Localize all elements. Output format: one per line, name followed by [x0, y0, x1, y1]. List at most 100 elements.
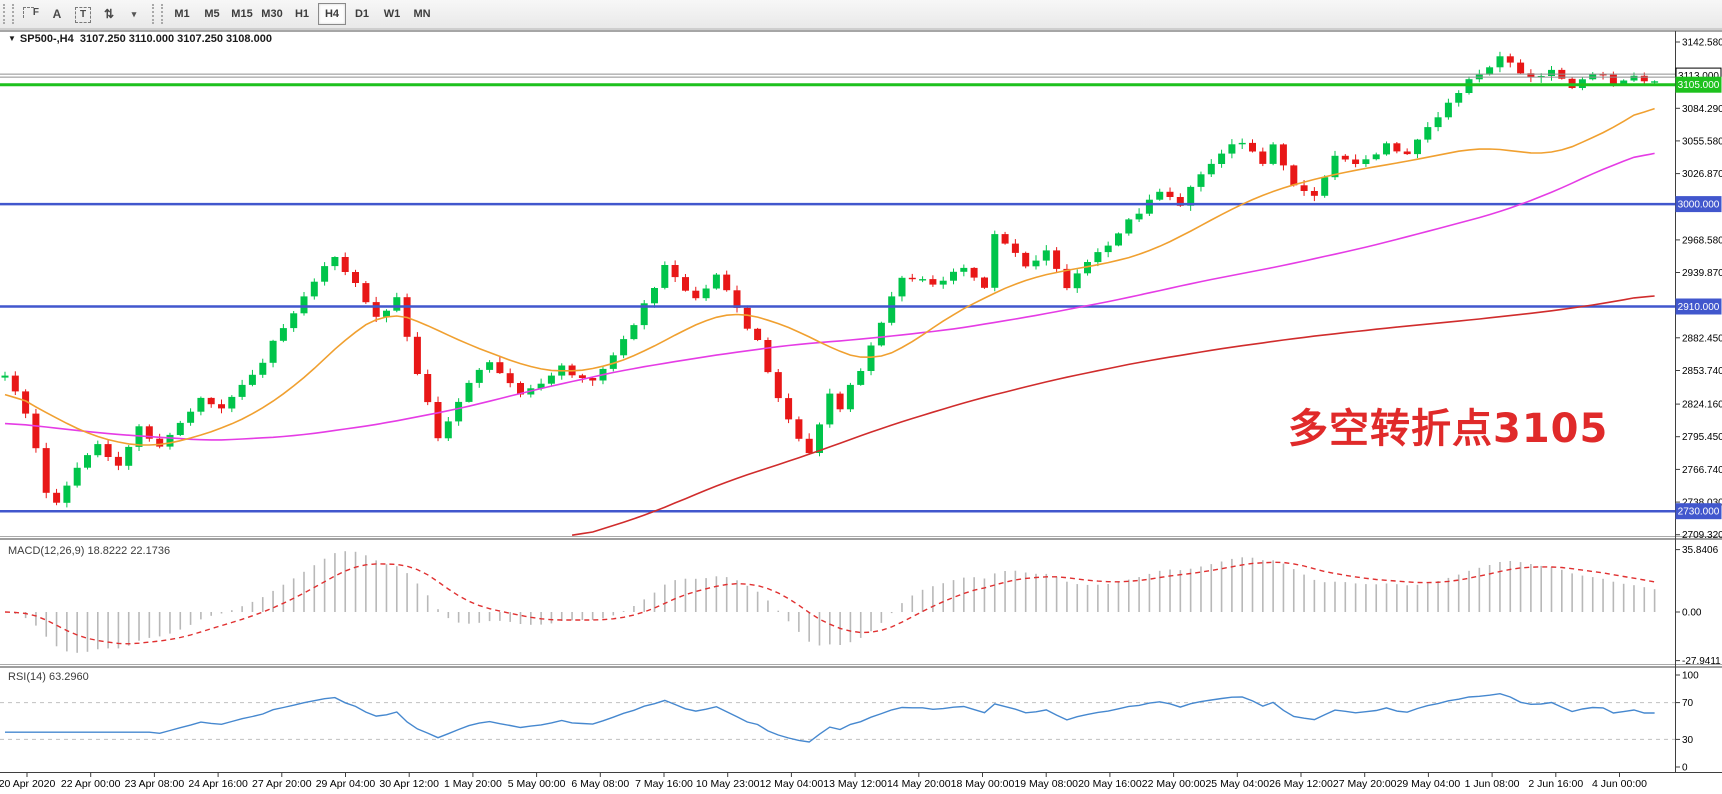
timeframe-h1-button[interactable]: H1: [294, 8, 310, 20]
svg-text:29 Apr 04:00: 29 Apr 04:00: [316, 778, 376, 790]
svg-text:25 May 04:00: 25 May 04:00: [1205, 778, 1269, 790]
price-badges: 3113.0003105.000 3000.000 2910.000 2730.000: [1675, 67, 1722, 520]
timeframe-m5-button[interactable]: M5: [204, 8, 220, 20]
svg-text:20 Apr 2020: 20 Apr 2020: [0, 778, 55, 790]
svg-text:35.8406: 35.8406: [1682, 545, 1719, 556]
svg-text:3142.580: 3142.580: [1682, 38, 1722, 49]
svg-text:0: 0: [1682, 763, 1688, 774]
rsi-indicator-label: RSI(14) 63.2960: [8, 671, 89, 683]
svg-text:70: 70: [1682, 698, 1694, 709]
macd-indicator-label: MACD(12,26,9) 18.8222 22.1736: [8, 545, 171, 557]
timeframe-group: M1 M5 M15 M30 H1 H4 D1 W1 MN: [167, 3, 437, 25]
rsi-line: [5, 692, 1655, 743]
timeframe-mn-button[interactable]: MN: [413, 8, 431, 20]
svg-text:14 May 20:00: 14 May 20:00: [887, 778, 951, 790]
svg-text:22 Apr 00:00: 22 Apr 00:00: [61, 778, 121, 790]
chart-canvas[interactable]: 3142.580 3084.290 3055.580 3026.870 2968.580…: [0, 28, 1722, 794]
tools-dropdown-caret[interactable]: ▾: [131, 9, 137, 19]
svg-text:-27.9411: -27.9411: [1682, 656, 1721, 667]
rsi-axis-labels: 100 70 30 0: [1675, 671, 1699, 774]
svg-text:3105.000: 3105.000: [1678, 80, 1720, 91]
svg-text:3000.000: 3000.000: [1678, 200, 1720, 211]
svg-text:7 May 16:00: 7 May 16:00: [635, 778, 693, 790]
ma-red-line: [571, 295, 1655, 536]
svg-text:2 Jun 16:00: 2 Jun 16:00: [1528, 778, 1583, 790]
svg-text:12 May 04:00: 12 May 04:00: [760, 778, 824, 790]
svg-text:27 Apr 20:00: 27 Apr 20:00: [252, 778, 312, 790]
svg-text:2824.160: 2824.160: [1682, 400, 1722, 411]
chart-title: ▼ SP500-,H4 3107.250 3110.000 3107.250 31…: [8, 33, 272, 45]
svg-text:2766.740: 2766.740: [1682, 465, 1722, 476]
candlesticks: [1, 51, 1659, 508]
svg-text:30 Apr 12:00: 30 Apr 12:00: [379, 778, 439, 790]
svg-text:10 May 23:00: 10 May 23:00: [696, 778, 760, 790]
annotation-text: 多空转折点3105: [1288, 406, 1609, 452]
svg-text:0.00: 0.00: [1682, 608, 1702, 619]
price-axis-labels: 3142.580 3084.290 3055.580 3026.870 2968.580…: [1675, 38, 1722, 541]
svg-text:30: 30: [1682, 735, 1694, 746]
time-axis[interactable]: [0, 773, 1722, 794]
text-tool-button[interactable]: A: [52, 7, 62, 21]
moving-averages: [4, 107, 1655, 536]
svg-text:2709.320: 2709.320: [1682, 530, 1722, 541]
macd-signal-value: 22.1736: [130, 545, 171, 557]
fibonacci-tool-button[interactable]: F: [19, 2, 43, 26]
macd-main-value: 18.8222: [87, 545, 128, 557]
fibonacci-icon: F: [23, 7, 39, 22]
svg-text:3113.000: 3113.000: [1678, 71, 1719, 82]
svg-text:2939.870: 2939.870: [1682, 268, 1722, 279]
svg-text:22 May 00:00: 22 May 00:00: [1142, 778, 1206, 790]
svg-text:1 Jun 08:00: 1 Jun 08:00: [1465, 778, 1520, 790]
rsi-value: 63.2960: [48, 671, 89, 683]
ma-orange-line: [4, 107, 1655, 446]
ohlc-values: 3107.250 3110.000 3107.250 3108.000: [79, 33, 272, 45]
text-label-tool-button[interactable]: T: [71, 2, 95, 26]
symbol-dropdown-marker[interactable]: ▼: [8, 34, 16, 43]
arrows-tool-button[interactable]: ⇅: [103, 7, 115, 21]
timeframe-m15-button[interactable]: M15: [231, 8, 253, 20]
svg-text:2730.000: 2730.000: [1678, 507, 1720, 518]
svg-text:3055.580: 3055.580: [1682, 136, 1722, 147]
timeframe-w1-button[interactable]: W1: [383, 8, 401, 20]
price-axis[interactable]: [1676, 31, 1722, 772]
svg-text:20 May 16:00: 20 May 16:00: [1078, 778, 1142, 790]
svg-text:13 May 12:00: 13 May 12:00: [823, 778, 887, 790]
macd-axis-labels: 35.8406 0.00 -27.9411: [1675, 545, 1721, 667]
toolbar: F A T ⇅ ▾ M1 M5 M15 M30 H1 H4 D1 W1 MN: [0, 0, 1722, 29]
svg-text:2795.450: 2795.450: [1682, 432, 1722, 443]
timeframe-group-handle[interactable]: [152, 4, 163, 24]
macd-histogram: [14, 551, 1656, 653]
svg-text:27 May 20:00: 27 May 20:00: [1333, 778, 1397, 790]
symbol-period-label: SP500-,H4: [19, 33, 74, 45]
svg-text:2738.030: 2738.030: [1682, 498, 1722, 509]
svg-text:1 May 20:00: 1 May 20:00: [444, 778, 502, 790]
timeframe-m30-button[interactable]: M30: [261, 8, 283, 20]
svg-text:29 May 04:00: 29 May 04:00: [1397, 778, 1461, 790]
ma-magenta-line: [4, 152, 1655, 441]
toolbar-drag-handle[interactable]: [3, 4, 14, 24]
svg-text:2968.580: 2968.580: [1682, 235, 1722, 246]
svg-text:19 May 08:00: 19 May 08:00: [1014, 778, 1078, 790]
macd-signal-line: [4, 561, 1655, 645]
svg-text:18 May 00:00: 18 May 00:00: [951, 778, 1015, 790]
pane-separators: [0, 28, 1722, 773]
horizontal-lines[interactable]: [0, 73, 1675, 513]
timeframe-h4-button[interactable]: H4: [318, 3, 346, 25]
text-label-icon: T: [75, 6, 91, 23]
svg-text:4 Jun 00:00: 4 Jun 00:00: [1592, 778, 1647, 790]
svg-text:5 May 00:00: 5 May 00:00: [508, 778, 566, 790]
svg-text:6 May 08:00: 6 May 08:00: [571, 778, 629, 790]
timeframe-m1-button[interactable]: M1: [174, 8, 190, 20]
svg-text:2910.000: 2910.000: [1678, 302, 1720, 313]
svg-text:24 Apr 16:00: 24 Apr 16:00: [188, 778, 248, 790]
svg-text:2882.450: 2882.450: [1682, 333, 1722, 344]
svg-text:23 Apr 08:00: 23 Apr 08:00: [125, 778, 185, 790]
rsi-levels: [0, 702, 1675, 740]
svg-text:26 May 12:00: 26 May 12:00: [1269, 778, 1333, 790]
svg-text:3026.870: 3026.870: [1682, 169, 1722, 180]
svg-text:2853.740: 2853.740: [1682, 366, 1722, 377]
timeframe-d1-button[interactable]: D1: [354, 8, 370, 20]
drawing-tools-group: F A T ⇅: [18, 2, 122, 26]
svg-text:100: 100: [1682, 671, 1699, 682]
